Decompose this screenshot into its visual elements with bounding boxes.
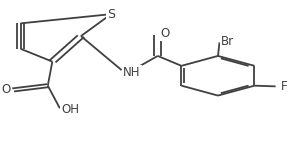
Text: NH: NH [123,66,140,79]
Text: O: O [1,83,10,96]
Text: S: S [107,8,115,21]
Text: O: O [161,27,170,40]
Text: F: F [280,80,287,93]
Text: OH: OH [62,103,79,116]
Text: Br: Br [221,35,234,48]
